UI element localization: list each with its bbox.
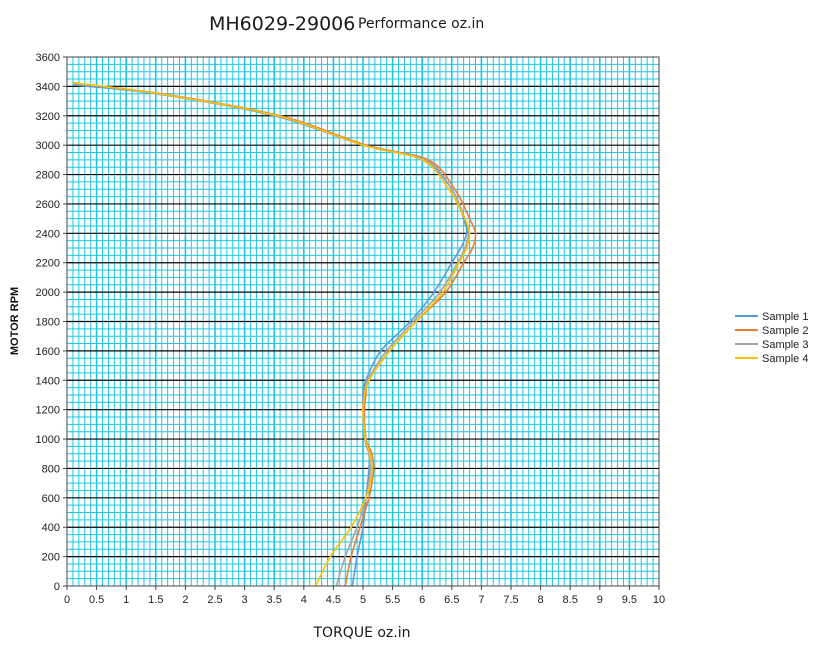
x-tick-label: 6.5	[444, 594, 459, 606]
x-tick-label: 2	[182, 594, 188, 606]
series-line-4	[72, 81, 471, 587]
legend-label-3: Sample 3	[762, 339, 808, 351]
series-layer	[72, 81, 477, 587]
chart-subtitle: Performance oz.in	[358, 16, 484, 32]
legend: Sample 1 Sample 2 Sample 3 Sample 4	[735, 311, 808, 365]
y-tick-label: 3200	[36, 111, 60, 123]
y-tick-label: 2800	[36, 170, 60, 182]
x-tick-label: 9.5	[622, 594, 637, 606]
x-tick-label: 7	[478, 594, 484, 606]
legend-label-1: Sample 1	[762, 311, 808, 323]
y-tick-label: 1800	[36, 317, 60, 329]
legend-label-2: Sample 2	[762, 325, 808, 337]
y-tick-label: 1000	[36, 434, 60, 446]
y-tick-label: 800	[42, 463, 60, 475]
x-tick-label: 8.5	[563, 594, 578, 606]
x-tick-label: 0.5	[89, 594, 104, 606]
y-tick-label: 3000	[36, 140, 60, 152]
x-tick-label: 5.5	[385, 594, 400, 606]
x-tick-label: 1.5	[148, 594, 163, 606]
x-tick-label: 3.5	[267, 594, 282, 606]
x-tick-label: 10	[653, 594, 665, 606]
x-tick-label: 9	[597, 594, 603, 606]
x-tick-label: 4	[301, 594, 307, 606]
chart-title: MH6029-29006	[209, 13, 355, 35]
x-tick-label: 2.5	[207, 594, 222, 606]
x-tick-label: 0	[64, 594, 70, 606]
y-tick-label: 600	[42, 493, 60, 505]
y-tick-label: 2000	[36, 287, 60, 299]
y-tick-label: 2200	[36, 258, 60, 270]
y-tick-label: 3600	[36, 52, 60, 64]
x-tick-label: 3	[242, 594, 248, 606]
x-tick-label: 1	[123, 594, 129, 606]
x-tick-label: 6	[419, 594, 425, 606]
y-axis-label: MOTOR RPM	[9, 287, 21, 355]
y-tick-label: 1400	[36, 375, 60, 387]
y-tick-label: 1200	[36, 405, 60, 417]
axes	[63, 56, 660, 590]
x-tick-label: 5	[360, 594, 366, 606]
x-tick-label: 4.5	[326, 594, 341, 606]
y-tick-label: 3400	[36, 81, 60, 93]
y-tick-label: 0	[54, 581, 60, 593]
y-tick-labels: 0 200 400 600 800 1000 1200 1400 1600 1800 2000 220…	[36, 52, 60, 593]
y-tick-label: 400	[42, 522, 60, 534]
legend-label-4: Sample 4	[762, 353, 808, 365]
x-tick-label: 7.5	[503, 594, 518, 606]
y-tick-label: 2400	[36, 228, 60, 240]
y-tick-label: 2600	[36, 199, 60, 211]
x-axis-label: TORQUE oz.in	[313, 625, 411, 641]
x-tick-labels: 0 0.5 1 1.5 2 2.5 3 3.5 4 4.5 5 5.5 6 6.5 7 7.5 8 8.5 9 9.5…	[64, 594, 665, 606]
x-tick-label: 8	[538, 594, 544, 606]
y-tick-label: 1600	[36, 346, 60, 358]
y-tick-label: 200	[42, 552, 60, 564]
